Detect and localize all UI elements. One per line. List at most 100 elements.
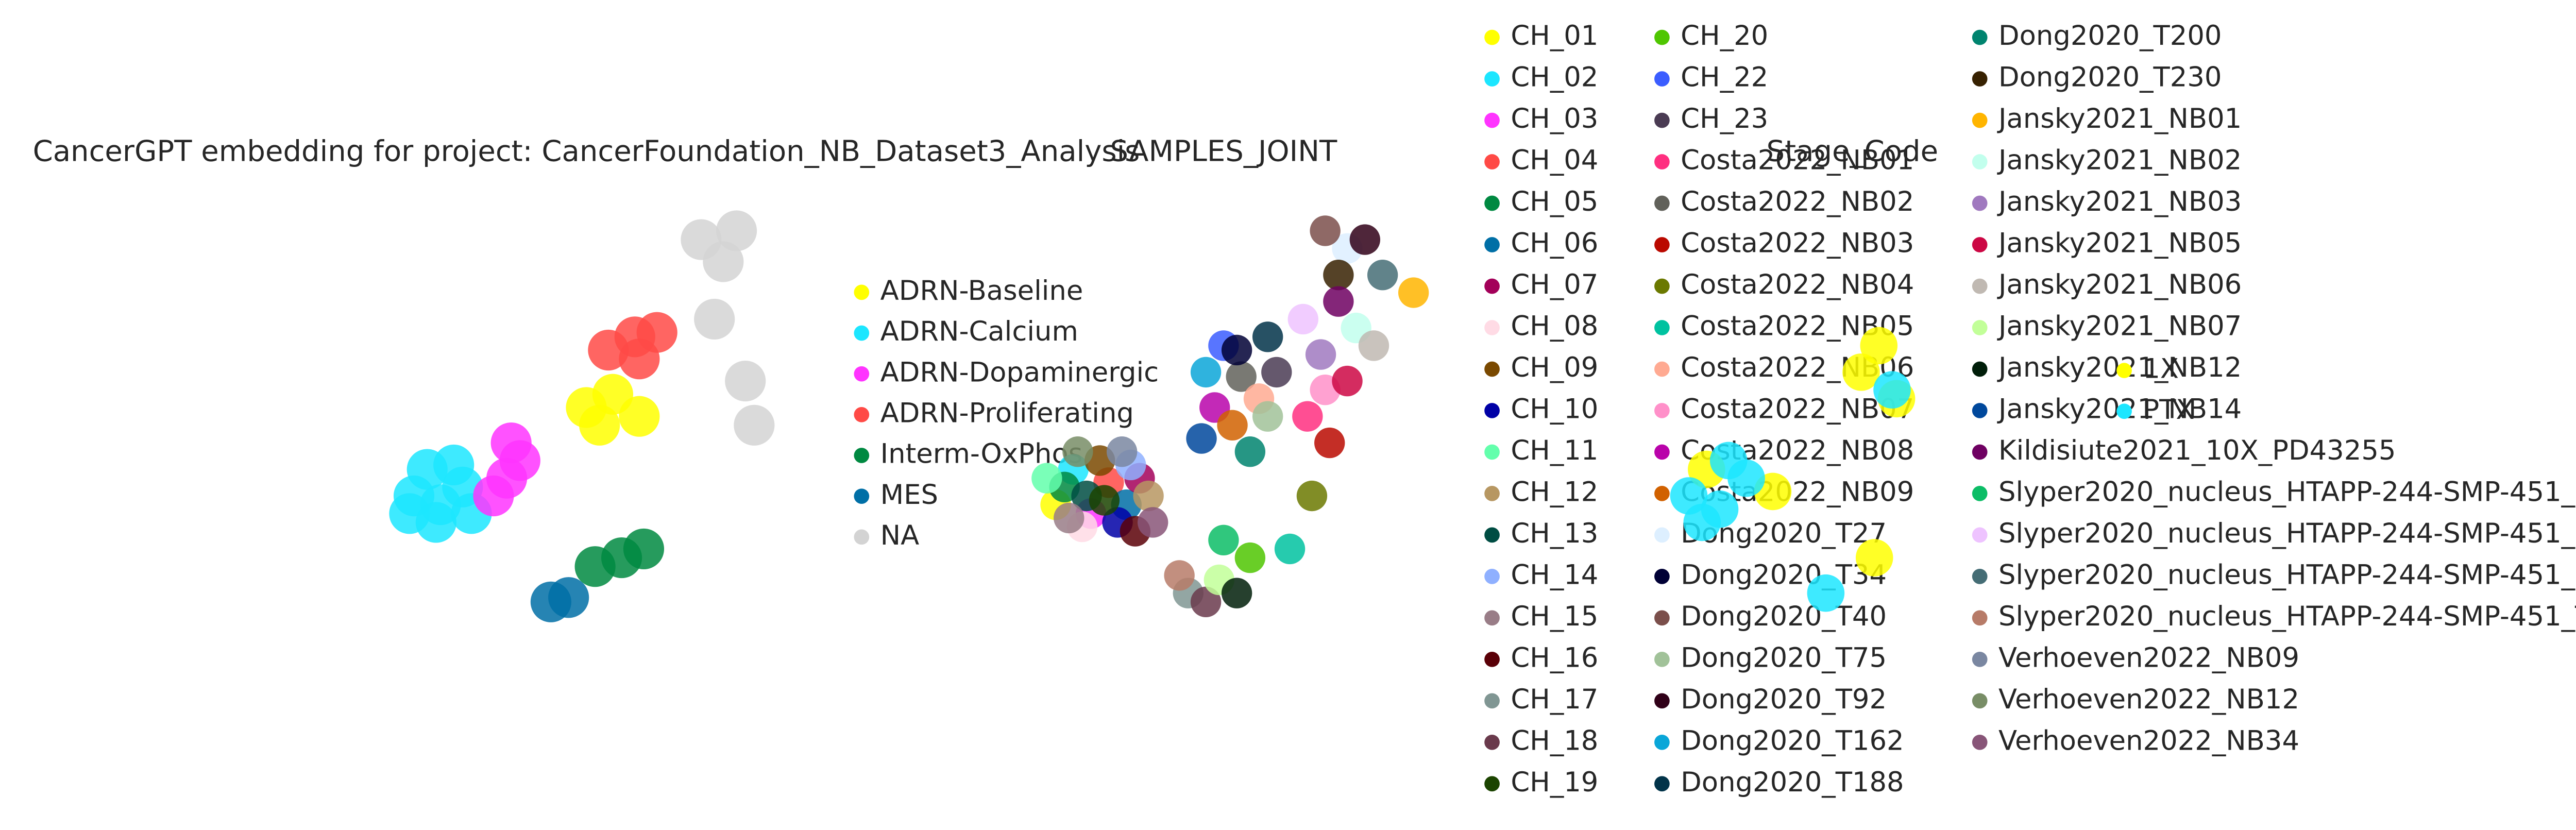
point bbox=[716, 210, 757, 251]
legend-label: Slyper2020_nucleus_HTAPP-244-SMP-451_NST bbox=[1998, 559, 2576, 590]
point bbox=[619, 396, 660, 437]
legend-label: CH_15 bbox=[1511, 601, 1598, 632]
legend-label: Costa2022_NB04 bbox=[1681, 269, 1914, 300]
point bbox=[1842, 353, 1880, 391]
legend-marker bbox=[1484, 278, 1500, 294]
legend-marker bbox=[1484, 29, 1500, 45]
legend-label: CH_12 bbox=[1511, 477, 1598, 508]
legend-label: Dong2020_T34 bbox=[1681, 559, 1887, 590]
legend-label: Costa2022_NB01 bbox=[1681, 145, 1914, 176]
point bbox=[1274, 533, 1306, 565]
legend-marker bbox=[1484, 154, 1500, 170]
legend-marker bbox=[1484, 734, 1500, 750]
point bbox=[490, 422, 532, 464]
point bbox=[1305, 339, 1336, 370]
legend-marker bbox=[1972, 112, 1988, 128]
point bbox=[623, 528, 665, 570]
legend-label: CH_08 bbox=[1511, 311, 1598, 342]
legend-marker bbox=[1972, 71, 1988, 87]
legend-label: Kildisiute2021_10X_PD43255 bbox=[1998, 435, 2396, 466]
point bbox=[1137, 507, 1168, 538]
scatter-points bbox=[389, 210, 775, 622]
legend-label: CH_18 bbox=[1511, 725, 1598, 756]
point bbox=[725, 360, 766, 402]
legend-label: CH_17 bbox=[1511, 684, 1598, 715]
legend-label: CH_05 bbox=[1511, 186, 1598, 217]
legend-label: Jansky2021_NB02 bbox=[1997, 145, 2242, 176]
point bbox=[1358, 330, 1389, 361]
point bbox=[1164, 560, 1195, 591]
point bbox=[1683, 503, 1721, 541]
legend-marker bbox=[1654, 734, 1670, 750]
point bbox=[1252, 321, 1283, 352]
point bbox=[1221, 578, 1252, 608]
point bbox=[548, 577, 589, 618]
legend-marker bbox=[1654, 237, 1670, 252]
point bbox=[1133, 480, 1164, 512]
point bbox=[1054, 502, 1084, 534]
legend-label: Verhoeven2022_NB09 bbox=[1998, 642, 2299, 673]
legend-marker bbox=[2116, 363, 2132, 378]
point bbox=[1190, 586, 1222, 618]
point bbox=[1332, 365, 1363, 397]
legend-marker bbox=[854, 284, 870, 300]
legend-marker bbox=[1972, 569, 1988, 584]
legend-marker bbox=[1972, 734, 1988, 750]
point bbox=[1234, 542, 1266, 573]
point bbox=[734, 404, 775, 446]
legend-label: ADRN-Baseline bbox=[880, 275, 1083, 307]
legend-label: NA bbox=[880, 520, 920, 551]
legend-marker bbox=[1972, 237, 1988, 252]
point bbox=[389, 493, 430, 534]
point bbox=[579, 404, 620, 446]
legend-marker bbox=[1484, 569, 1500, 584]
legend-label: Dong2020_T92 bbox=[1681, 684, 1887, 715]
legend-marker bbox=[1654, 403, 1670, 418]
panel-title: Stage_Code bbox=[1767, 135, 1939, 168]
legend-marker bbox=[1484, 403, 1500, 418]
legend-marker bbox=[1484, 486, 1500, 501]
legend-marker bbox=[1654, 444, 1670, 460]
legend-marker bbox=[854, 488, 870, 504]
legend-label: Jansky2021_NB07 bbox=[1997, 311, 2242, 342]
legend-label: Slyper2020_nucleus_HTAPP-244-SMP-451_CST bbox=[1998, 477, 2576, 508]
legend-label: Dong2020_T200 bbox=[1998, 20, 2222, 52]
legend-label: CH_10 bbox=[1511, 394, 1598, 425]
point bbox=[1709, 442, 1748, 480]
legend-label: Jansky2021_NB03 bbox=[1997, 186, 2242, 217]
legend-marker bbox=[1654, 278, 1670, 294]
legend-label: Jansky2021_NB05 bbox=[1997, 228, 2242, 259]
point bbox=[1217, 410, 1248, 441]
legend-label: Jansky2021_NB01 bbox=[1997, 103, 2242, 134]
legend-label: CH_20 bbox=[1681, 20, 1768, 52]
point bbox=[1252, 401, 1283, 432]
legend-label: Verhoeven2022_NB34 bbox=[1998, 725, 2299, 756]
legend-marker bbox=[1654, 361, 1670, 377]
point bbox=[1349, 224, 1381, 255]
legend-marker bbox=[1484, 444, 1500, 460]
point bbox=[1062, 436, 1093, 467]
legend-label: CH_07 bbox=[1511, 269, 1598, 300]
point bbox=[1226, 361, 1257, 392]
legend-marker bbox=[854, 406, 870, 422]
legend-marker bbox=[1972, 361, 1988, 377]
point bbox=[703, 241, 744, 282]
legend-marker bbox=[2116, 403, 2132, 419]
legend-marker bbox=[1654, 486, 1670, 501]
legend-marker bbox=[1654, 29, 1670, 45]
point bbox=[1208, 524, 1239, 555]
legend-label: CH_14 bbox=[1511, 559, 1598, 590]
point bbox=[1367, 260, 1398, 291]
legend-marker bbox=[1484, 112, 1500, 128]
legend-marker bbox=[1972, 444, 1988, 460]
legend-label: CH_23 bbox=[1681, 103, 1768, 134]
legend-marker bbox=[1484, 776, 1500, 792]
legend-label: CH_06 bbox=[1511, 228, 1598, 259]
legend-marker bbox=[1972, 320, 1988, 335]
legend-marker bbox=[1972, 278, 1988, 294]
point bbox=[1296, 480, 1328, 512]
legend-label: PTX bbox=[2143, 394, 2194, 426]
scatter-points bbox=[1031, 215, 1429, 618]
